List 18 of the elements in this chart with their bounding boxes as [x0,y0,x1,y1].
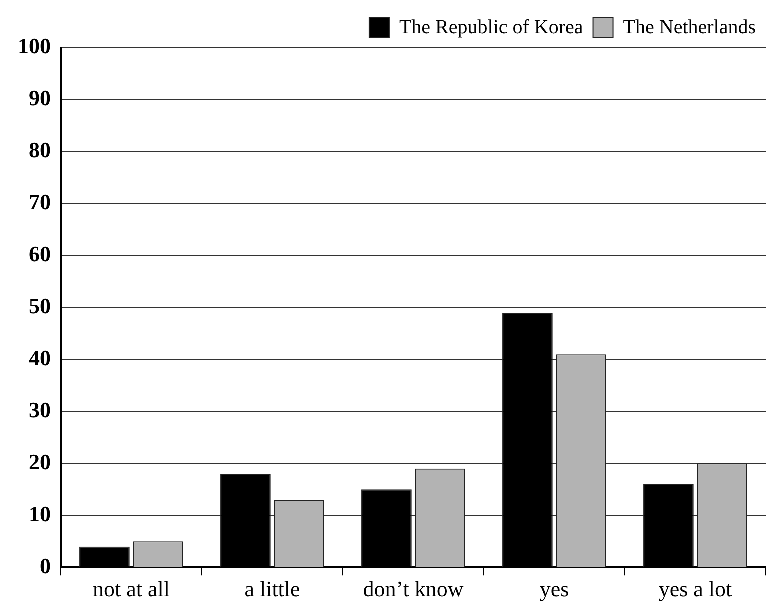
y-tick-label: 50 [29,293,51,318]
y-tick-label: 90 [29,86,51,111]
legend-label: The Netherlands [623,16,756,38]
x-tick-label: not at all [93,576,170,602]
y-tick-label: 40 [29,345,51,370]
x-tick-label: don’t know [363,576,464,602]
y-tick-label: 80 [29,138,51,163]
x-tick-label: a little [244,576,300,602]
y-tick-label: 70 [29,190,51,215]
y-tick-label: 20 [29,449,51,474]
y-tick-label: 100 [18,34,51,59]
x-tick-label: yes [540,576,570,602]
y-tick-label: 0 [40,553,51,578]
x-tick-label: yes a lot [658,576,732,602]
y-tick-label: 10 [29,501,51,526]
y-tick-label: 30 [29,397,51,422]
legend-label: The Republic of Korea [399,16,584,38]
y-tick-label: 60 [29,242,51,267]
